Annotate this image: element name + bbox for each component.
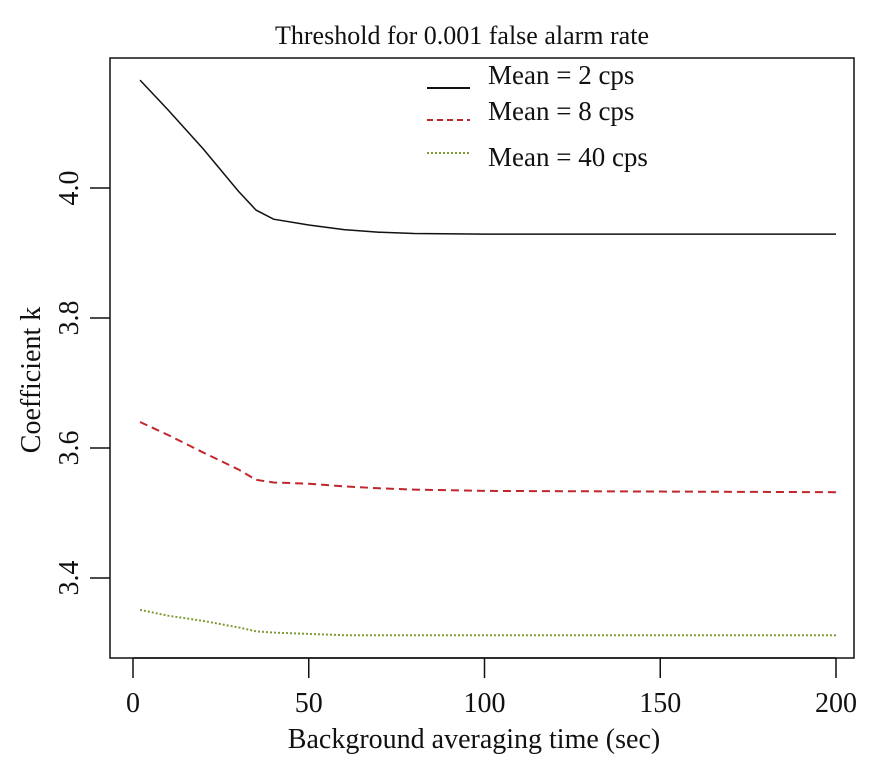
y-tick-label: 4.0 (54, 171, 85, 206)
legend: Mean = 2 cps Mean = 8 cps Mean = 40 cps (427, 60, 648, 172)
x-tick-label: 200 (815, 688, 857, 719)
x-axis-label: Background averaging time (sec) (288, 724, 660, 755)
x-tick-label: 150 (639, 688, 681, 719)
y-axis-label: Coefficient k (16, 307, 47, 453)
series-line (139, 608, 836, 637)
legend-label: Mean = 40 cps (488, 142, 648, 172)
series-group (139, 79, 837, 637)
x-tick-label: 0 (126, 688, 140, 719)
y-tick-label: 3.6 (54, 431, 85, 466)
series-line (139, 79, 836, 235)
x-axis: 0 50 100 150 200 (126, 657, 857, 719)
x-tick-label: 50 (295, 688, 323, 719)
y-tick-label: 3.4 (54, 561, 85, 596)
x-tick-label: 100 (464, 688, 506, 719)
plot-box (109, 57, 855, 659)
chart-title: Threshold for 0.001 false alarm rate (275, 21, 649, 50)
legend-label: Mean = 2 cps (488, 60, 634, 90)
legend-label: Mean = 8 cps (488, 96, 634, 126)
y-axis: 3.4 3.6 3.8 4.0 (54, 171, 110, 596)
y-tick-label: 3.8 (54, 301, 85, 336)
series-line (139, 421, 837, 494)
